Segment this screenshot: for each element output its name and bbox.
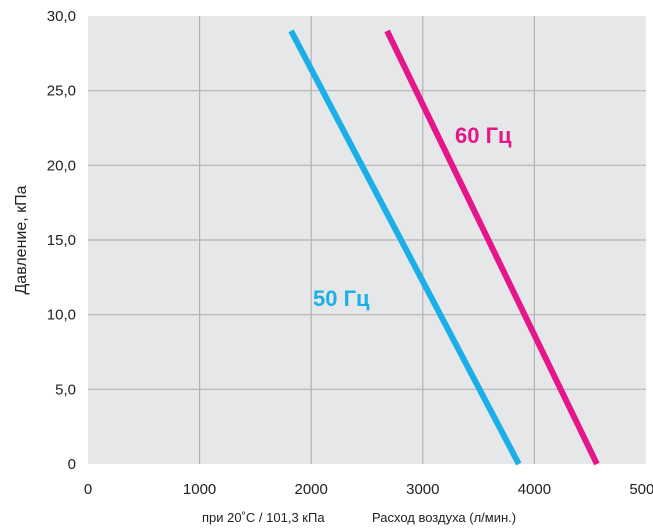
footer-conditions: при 20˚С / 101,3 кПа xyxy=(202,510,325,525)
series-label: 50 Гц xyxy=(313,286,370,311)
y-tick-label: 0 xyxy=(68,456,76,473)
series-line xyxy=(288,29,522,466)
y-tick-label: 25,0 xyxy=(47,83,76,100)
x-tick-label: 3000 xyxy=(406,481,439,498)
y-tick-label: 5,0 xyxy=(55,381,76,398)
y-tick-label: 20,0 xyxy=(47,157,76,174)
y-tick-label: 30,0 xyxy=(47,8,76,25)
series-line xyxy=(384,29,600,466)
x-tick-label: 2000 xyxy=(295,481,328,498)
y-tick-label: 15,0 xyxy=(47,232,76,249)
series-lines xyxy=(288,29,600,466)
y-tick-label: 10,0 xyxy=(47,307,76,324)
x-tick-label: 0 xyxy=(84,481,92,498)
grid-lines xyxy=(88,16,646,464)
x-axis-label: Расход воздуха (л/мин.) xyxy=(372,510,516,525)
y-tick-labels: 0 5,0 10,0 15,0 20,0 25,0 30,0 xyxy=(47,8,76,473)
y-axis-label: Давление, кПа xyxy=(13,185,30,294)
series-label: 60 Гц xyxy=(455,123,512,148)
x-tick-label: 5000 xyxy=(629,481,653,498)
x-tick-label: 1000 xyxy=(183,481,216,498)
x-tick-labels: 0 1000 2000 3000 4000 5000 xyxy=(84,481,653,498)
x-tick-label: 4000 xyxy=(518,481,551,498)
series-labels: 50 Гц 60 Гц xyxy=(313,123,512,311)
